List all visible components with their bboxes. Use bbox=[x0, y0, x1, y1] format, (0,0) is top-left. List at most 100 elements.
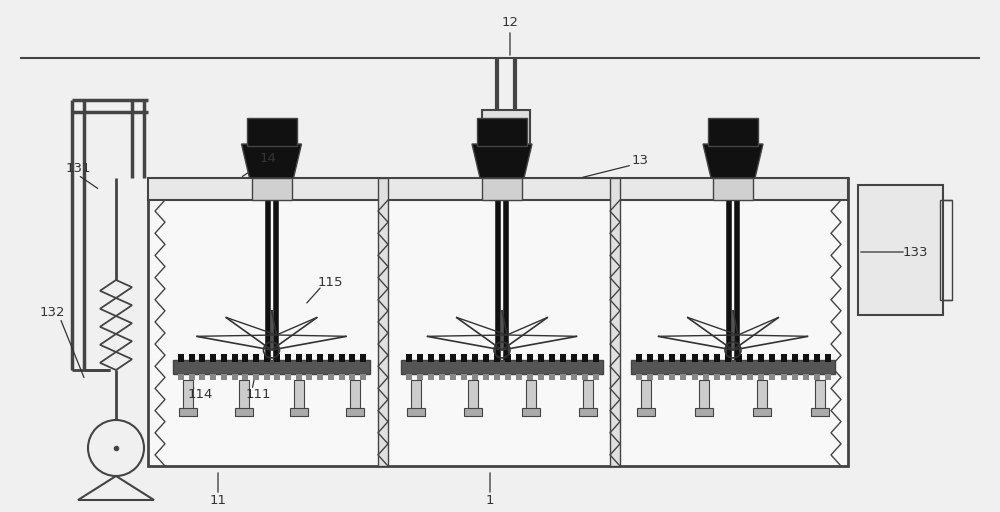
Bar bbox=[221, 354, 227, 362]
Bar bbox=[306, 354, 312, 362]
Bar bbox=[210, 354, 216, 362]
Bar bbox=[583, 380, 593, 410]
Bar bbox=[549, 374, 555, 380]
Bar bbox=[468, 380, 478, 410]
Bar bbox=[516, 354, 522, 362]
Polygon shape bbox=[472, 144, 532, 178]
Bar bbox=[631, 360, 835, 374]
Bar bbox=[571, 354, 577, 362]
Bar bbox=[636, 354, 642, 362]
Bar bbox=[758, 354, 764, 362]
Bar bbox=[232, 374, 238, 380]
Bar bbox=[189, 354, 195, 362]
Text: 13: 13 bbox=[632, 154, 648, 166]
Bar bbox=[285, 354, 291, 362]
Bar bbox=[522, 408, 540, 416]
Bar bbox=[658, 354, 664, 362]
Bar bbox=[792, 354, 798, 362]
Bar bbox=[940, 200, 952, 300]
Bar bbox=[560, 354, 566, 362]
Bar bbox=[560, 374, 566, 380]
Bar bbox=[714, 374, 720, 380]
Bar bbox=[526, 380, 536, 410]
Bar bbox=[527, 374, 533, 380]
Bar bbox=[747, 354, 753, 362]
Bar bbox=[736, 354, 742, 362]
Bar bbox=[725, 354, 731, 362]
Bar bbox=[406, 354, 412, 362]
Bar bbox=[450, 374, 456, 380]
Bar bbox=[505, 374, 511, 380]
Text: 133: 133 bbox=[902, 245, 928, 259]
Bar bbox=[781, 374, 787, 380]
Bar bbox=[199, 354, 205, 362]
Bar bbox=[242, 354, 248, 362]
Bar bbox=[538, 374, 544, 380]
Bar bbox=[199, 374, 205, 380]
Text: 115: 115 bbox=[317, 275, 343, 288]
Bar bbox=[593, 374, 599, 380]
Text: 131: 131 bbox=[65, 161, 91, 175]
Bar bbox=[417, 374, 423, 380]
Bar bbox=[803, 374, 809, 380]
Bar bbox=[695, 408, 713, 416]
Bar bbox=[494, 374, 500, 380]
Bar bbox=[579, 408, 597, 416]
Bar bbox=[339, 354, 345, 362]
Bar bbox=[769, 374, 775, 380]
Bar bbox=[417, 354, 423, 362]
Polygon shape bbox=[703, 144, 763, 178]
Bar bbox=[461, 354, 467, 362]
Bar bbox=[527, 354, 533, 362]
Bar bbox=[317, 354, 323, 362]
Text: 132: 132 bbox=[39, 306, 65, 318]
Bar bbox=[815, 380, 825, 410]
Bar bbox=[306, 374, 312, 380]
Bar bbox=[713, 178, 753, 200]
Bar bbox=[505, 354, 511, 362]
Bar bbox=[692, 374, 698, 380]
Bar bbox=[703, 354, 709, 362]
Bar bbox=[708, 118, 758, 146]
Bar bbox=[781, 354, 787, 362]
Bar bbox=[680, 354, 686, 362]
Bar bbox=[173, 360, 370, 374]
Bar bbox=[482, 110, 530, 150]
Bar bbox=[582, 354, 588, 362]
Bar bbox=[641, 380, 651, 410]
Bar bbox=[294, 380, 304, 410]
Bar bbox=[178, 374, 184, 380]
Bar bbox=[450, 354, 456, 362]
Bar bbox=[610, 178, 620, 466]
Bar bbox=[814, 374, 820, 380]
Bar bbox=[538, 354, 544, 362]
Bar bbox=[239, 380, 249, 410]
Bar bbox=[439, 354, 445, 362]
Bar bbox=[571, 374, 577, 380]
Bar bbox=[274, 374, 280, 380]
Bar bbox=[360, 374, 366, 380]
Bar bbox=[274, 354, 280, 362]
Bar bbox=[439, 374, 445, 380]
Bar bbox=[339, 374, 345, 380]
Bar bbox=[699, 380, 709, 410]
Bar bbox=[317, 374, 323, 380]
Text: 1: 1 bbox=[486, 494, 494, 506]
Text: 114: 114 bbox=[187, 389, 213, 401]
Bar bbox=[736, 374, 742, 380]
Bar bbox=[183, 380, 193, 410]
Bar bbox=[494, 354, 500, 362]
Bar bbox=[264, 354, 270, 362]
Bar bbox=[328, 354, 334, 362]
Bar bbox=[636, 374, 642, 380]
Bar bbox=[461, 374, 467, 380]
Bar bbox=[253, 374, 259, 380]
Bar bbox=[401, 360, 603, 374]
Bar bbox=[350, 380, 360, 410]
Bar bbox=[647, 354, 653, 362]
Bar bbox=[242, 374, 248, 380]
Bar bbox=[825, 374, 831, 380]
Bar bbox=[825, 354, 831, 362]
Bar bbox=[221, 374, 227, 380]
Bar bbox=[378, 178, 388, 466]
